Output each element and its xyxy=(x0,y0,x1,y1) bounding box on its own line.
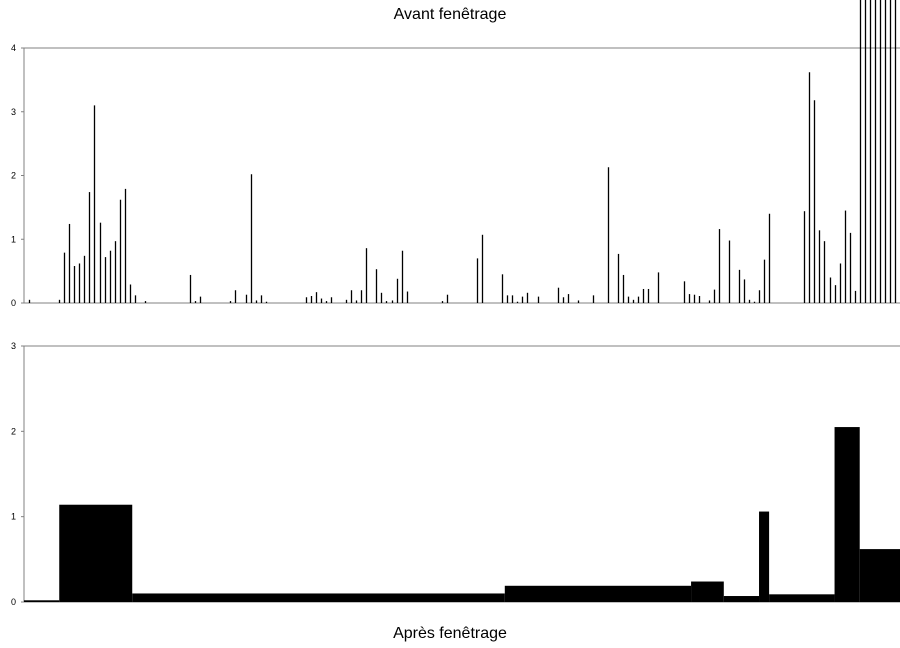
window-bar xyxy=(723,596,760,602)
window-bar xyxy=(834,427,860,602)
top-y-tick-label: 4 xyxy=(11,43,16,53)
window-bar xyxy=(769,594,835,602)
window-bar xyxy=(59,504,133,602)
bottom-chart-title: Après fenêtrage xyxy=(393,625,507,642)
window-bar xyxy=(24,600,60,602)
window-bar xyxy=(759,511,770,602)
top-y-tick-label: 3 xyxy=(11,107,16,117)
bottom-y-tick-label: 3 xyxy=(11,341,16,351)
window-bar xyxy=(132,593,505,602)
bottom-y-tick-label: 1 xyxy=(11,512,16,522)
top-y-tick-label: 0 xyxy=(11,298,16,308)
bottom-y-tick-label: 0 xyxy=(11,597,16,607)
bottom-y-tick-label: 2 xyxy=(11,426,16,436)
top-y-tick-label: 1 xyxy=(11,234,16,244)
top-chart-title: Avant fenêtrage xyxy=(393,6,507,23)
top-y-tick-label: 2 xyxy=(11,171,16,181)
window-bar xyxy=(859,549,900,602)
window-bar xyxy=(691,581,724,602)
window-bar xyxy=(504,585,692,602)
